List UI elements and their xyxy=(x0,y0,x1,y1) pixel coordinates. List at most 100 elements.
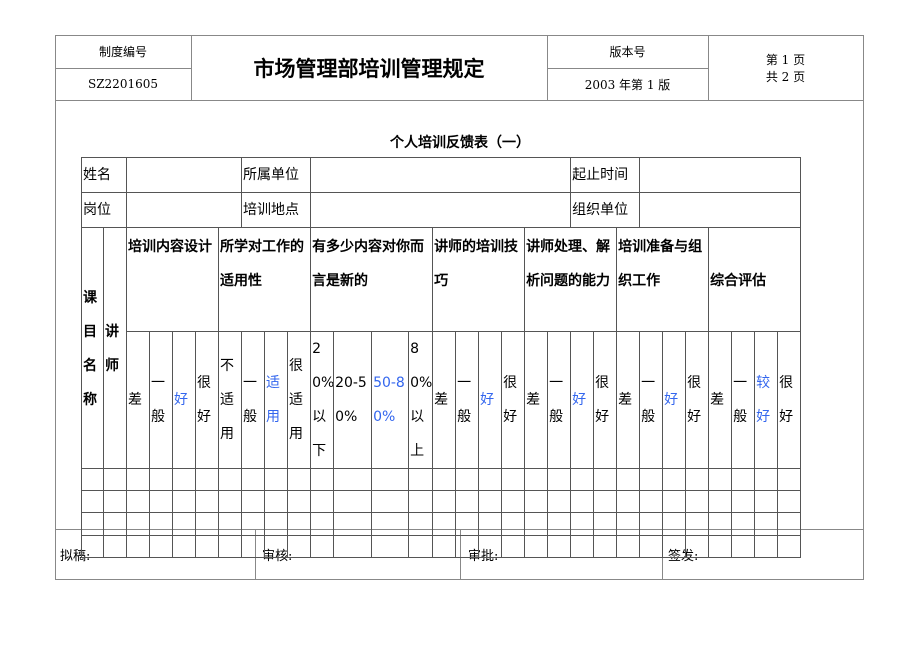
entry-cell[interactable] xyxy=(708,468,733,491)
entry-cell[interactable] xyxy=(432,490,457,513)
entry-cell[interactable] xyxy=(731,468,756,491)
entry-cell[interactable] xyxy=(777,468,802,491)
entry-cell[interactable] xyxy=(570,535,595,558)
entry-cell[interactable] xyxy=(639,490,664,513)
entry-cell[interactable] xyxy=(593,535,618,558)
entry-cell[interactable] xyxy=(103,512,127,536)
location-field[interactable] xyxy=(310,192,572,228)
rating-option-checkbox[interactable]: 好 xyxy=(662,331,687,469)
entry-cell[interactable] xyxy=(172,535,196,558)
rating-option-checkbox[interactable]: 20-50% xyxy=(333,331,373,469)
entry-cell[interactable] xyxy=(333,535,373,558)
entry-cell[interactable] xyxy=(455,490,480,513)
entry-cell[interactable] xyxy=(310,490,335,513)
entry-cell[interactable] xyxy=(708,512,733,536)
entry-cell[interactable] xyxy=(777,490,802,513)
entry-cell[interactable] xyxy=(501,468,526,491)
entry-cell[interactable] xyxy=(371,535,410,558)
entry-cell[interactable] xyxy=(731,512,756,536)
entry-cell[interactable] xyxy=(432,535,457,558)
entry-cell[interactable] xyxy=(754,468,779,491)
entry-cell[interactable] xyxy=(593,468,618,491)
entry-cell[interactable] xyxy=(172,490,196,513)
entry-cell[interactable] xyxy=(287,490,312,513)
entry-cell[interactable] xyxy=(455,535,480,558)
entry-cell[interactable] xyxy=(287,468,312,491)
entry-cell[interactable] xyxy=(149,512,173,536)
entry-cell[interactable] xyxy=(310,468,335,491)
entry-cell[interactable] xyxy=(524,535,549,558)
entry-cell[interactable] xyxy=(217,512,243,536)
entry-cell[interactable] xyxy=(754,512,779,536)
entry-cell[interactable] xyxy=(616,535,641,558)
rating-option-checkbox[interactable]: 很好 xyxy=(501,331,526,469)
entry-cell[interactable] xyxy=(731,535,756,558)
rating-option-checkbox[interactable]: 差 xyxy=(524,331,549,469)
entry-cell[interactable] xyxy=(81,535,104,558)
entry-cell[interactable] xyxy=(103,490,127,513)
entry-cell[interactable] xyxy=(731,490,756,513)
entry-cell[interactable] xyxy=(570,490,595,513)
entry-cell[interactable] xyxy=(371,512,410,536)
entry-cell[interactable] xyxy=(478,468,503,491)
entry-cell[interactable] xyxy=(333,468,373,491)
entry-cell[interactable] xyxy=(264,535,289,558)
rating-option-checkbox[interactable]: 适用 xyxy=(264,331,289,469)
entry-cell[interactable] xyxy=(103,468,127,491)
entry-cell[interactable] xyxy=(241,490,266,513)
entry-cell[interactable] xyxy=(478,512,503,536)
entry-cell[interactable] xyxy=(708,535,733,558)
entry-cell[interactable] xyxy=(524,512,549,536)
rating-option-checkbox[interactable]: 较好 xyxy=(754,331,779,469)
period-field[interactable] xyxy=(639,157,802,193)
entry-cell[interactable] xyxy=(777,512,802,536)
unit-field[interactable] xyxy=(310,157,572,193)
rating-option-checkbox[interactable]: 一般 xyxy=(149,331,173,469)
entry-cell[interactable] xyxy=(126,512,150,536)
rating-option-checkbox[interactable]: 好 xyxy=(172,331,196,469)
entry-cell[interactable] xyxy=(310,535,335,558)
entry-cell[interactable] xyxy=(287,535,312,558)
entry-cell[interactable] xyxy=(408,468,434,491)
entry-cell[interactable] xyxy=(217,490,243,513)
entry-cell[interactable] xyxy=(172,468,196,491)
rating-option-checkbox[interactable]: 一般 xyxy=(731,331,756,469)
rating-option-checkbox[interactable]: 一般 xyxy=(547,331,572,469)
entry-cell[interactable] xyxy=(685,468,710,491)
entry-cell[interactable] xyxy=(639,512,664,536)
entry-cell[interactable] xyxy=(478,490,503,513)
rating-option-checkbox[interactable]: 80%以上 xyxy=(408,331,434,469)
entry-cell[interactable] xyxy=(662,512,687,536)
entry-cell[interactable] xyxy=(195,490,219,513)
rating-option-checkbox[interactable]: 很适用 xyxy=(287,331,312,469)
entry-cell[interactable] xyxy=(662,490,687,513)
entry-cell[interactable] xyxy=(264,468,289,491)
entry-cell[interactable] xyxy=(662,535,687,558)
entry-cell[interactable] xyxy=(639,535,664,558)
entry-cell[interactable] xyxy=(685,490,710,513)
entry-cell[interactable] xyxy=(264,490,289,513)
entry-cell[interactable] xyxy=(432,468,457,491)
entry-cell[interactable] xyxy=(547,468,572,491)
position-field[interactable] xyxy=(125,192,243,228)
entry-cell[interactable] xyxy=(685,535,710,558)
rating-option-checkbox[interactable]: 50-80% xyxy=(371,331,410,469)
entry-cell[interactable] xyxy=(547,535,572,558)
entry-cell[interactable] xyxy=(777,535,802,558)
rating-option-checkbox[interactable]: 一般 xyxy=(241,331,266,469)
entry-cell[interactable] xyxy=(81,468,104,491)
rating-option-checkbox[interactable]: 不适用 xyxy=(217,331,243,469)
entry-cell[interactable] xyxy=(754,535,779,558)
entry-cell[interactable] xyxy=(639,468,664,491)
rating-option-checkbox[interactable]: 很好 xyxy=(685,331,710,469)
rating-option-checkbox[interactable]: 差 xyxy=(616,331,641,469)
entry-cell[interactable] xyxy=(241,468,266,491)
entry-cell[interactable] xyxy=(455,468,480,491)
entry-cell[interactable] xyxy=(126,468,150,491)
rating-option-checkbox[interactable]: 一般 xyxy=(455,331,480,469)
entry-cell[interactable] xyxy=(570,512,595,536)
entry-cell[interactable] xyxy=(333,490,373,513)
entry-cell[interactable] xyxy=(432,512,457,536)
rating-option-checkbox[interactable]: 20%以下 xyxy=(310,331,335,469)
entry-cell[interactable] xyxy=(524,490,549,513)
